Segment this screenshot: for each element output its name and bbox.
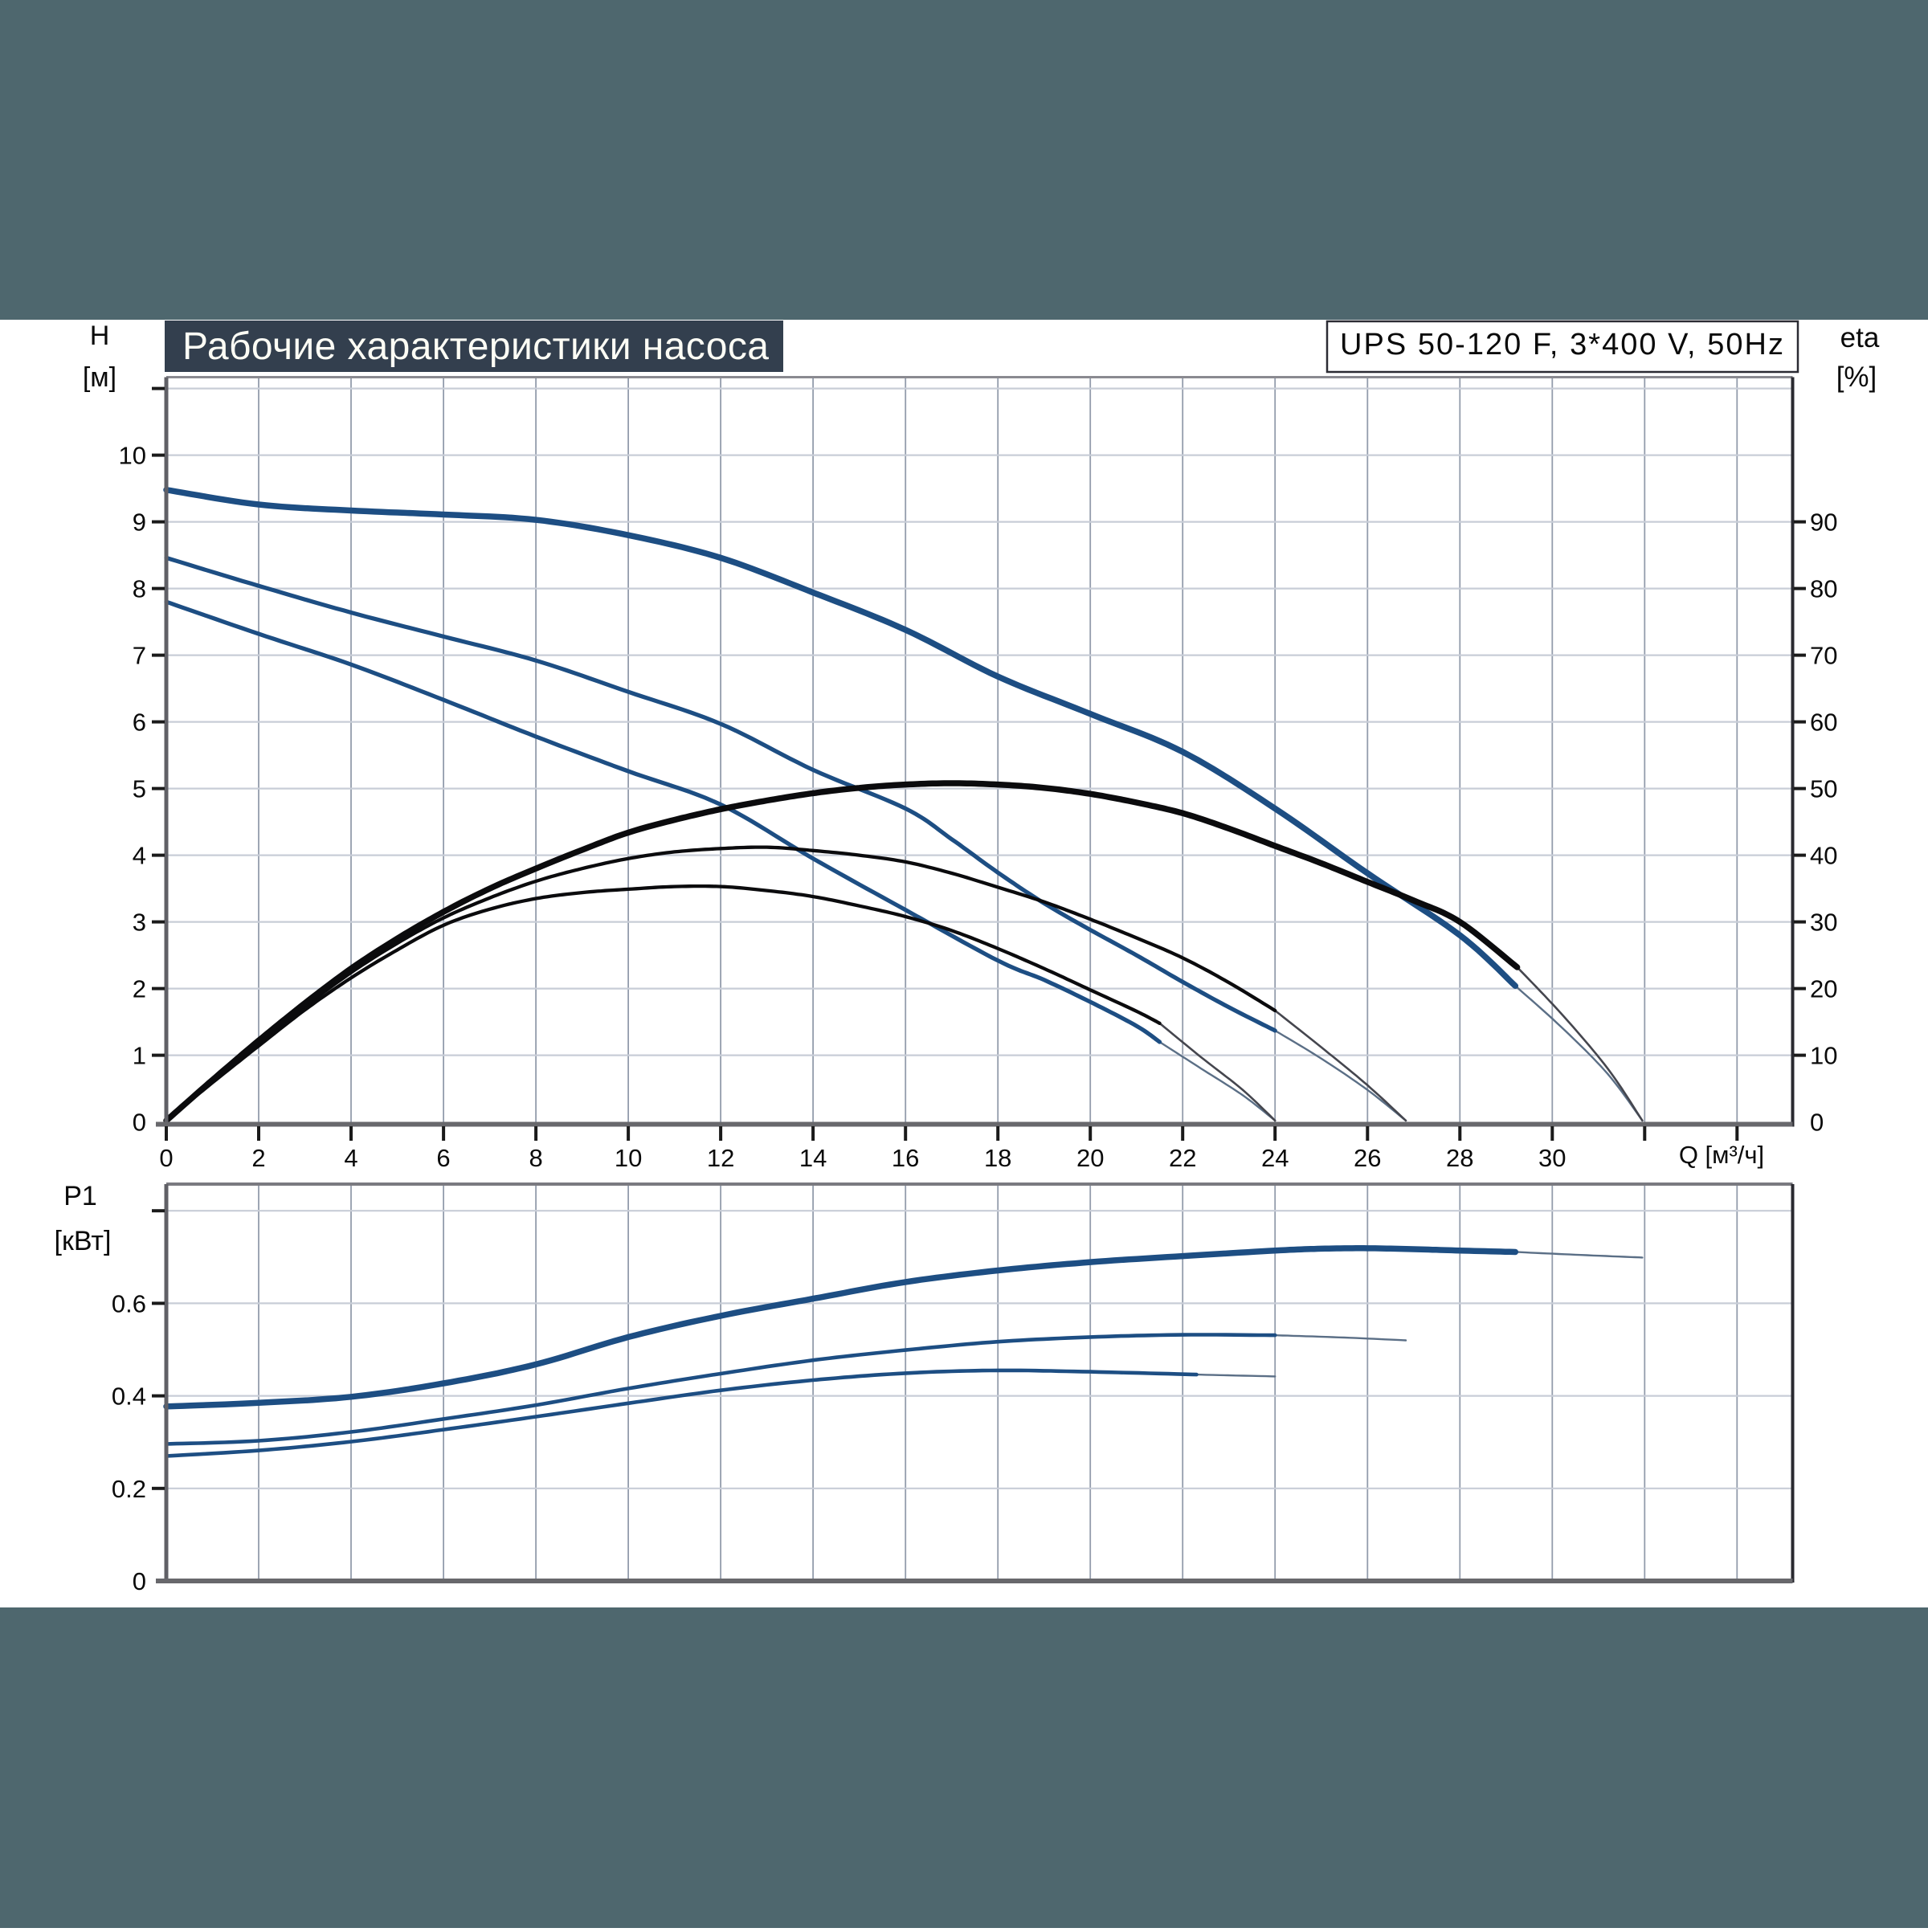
- svg-text:6: 6: [133, 709, 146, 737]
- svg-text:50: 50: [1810, 775, 1837, 803]
- svg-text:18: 18: [984, 1144, 1011, 1172]
- svg-text:40: 40: [1810, 842, 1837, 870]
- svg-text:0: 0: [133, 1567, 146, 1595]
- svg-text:20: 20: [1810, 975, 1837, 1003]
- svg-text:0: 0: [159, 1144, 173, 1172]
- svg-text:0: 0: [1810, 1109, 1824, 1137]
- svg-text:24: 24: [1261, 1144, 1289, 1172]
- svg-text:2: 2: [251, 1144, 265, 1172]
- svg-text:8: 8: [529, 1144, 542, 1172]
- svg-text:10: 10: [1810, 1042, 1837, 1070]
- svg-text:60: 60: [1810, 709, 1837, 737]
- svg-text:90: 90: [1810, 509, 1837, 537]
- svg-text:Рабочие характеристики насоса: Рабочие характеристики насоса: [182, 325, 769, 368]
- svg-text:3: 3: [133, 909, 146, 937]
- svg-text:16: 16: [892, 1144, 919, 1172]
- svg-text:Q [м³/ч]: Q [м³/ч]: [1679, 1141, 1764, 1169]
- svg-text:[м]: [м]: [83, 362, 116, 393]
- svg-text:28: 28: [1446, 1144, 1473, 1172]
- svg-text:P1: P1: [63, 1181, 97, 1211]
- svg-text:4: 4: [133, 842, 146, 870]
- svg-text:20: 20: [1076, 1144, 1104, 1172]
- svg-text:22: 22: [1169, 1144, 1196, 1172]
- svg-text:14: 14: [799, 1144, 827, 1172]
- svg-text:1: 1: [133, 1042, 146, 1070]
- svg-text:70: 70: [1810, 642, 1837, 670]
- svg-text:10: 10: [615, 1144, 642, 1172]
- svg-text:12: 12: [707, 1144, 734, 1172]
- svg-text:80: 80: [1810, 575, 1837, 603]
- svg-text:4: 4: [344, 1144, 357, 1172]
- svg-text:2: 2: [133, 975, 146, 1003]
- svg-text:8: 8: [133, 575, 146, 603]
- svg-text:[%]: [%]: [1836, 361, 1877, 393]
- svg-text:0.6: 0.6: [112, 1289, 146, 1317]
- svg-text:H: H: [90, 321, 110, 351]
- svg-text:6: 6: [436, 1144, 450, 1172]
- svg-text:eta: eta: [1840, 322, 1880, 353]
- svg-text:0.4: 0.4: [112, 1383, 146, 1411]
- svg-text:[кВт]: [кВт]: [55, 1226, 112, 1256]
- svg-text:5: 5: [133, 775, 146, 803]
- svg-text:0: 0: [133, 1109, 146, 1137]
- svg-text:26: 26: [1354, 1144, 1381, 1172]
- svg-text:UPS 50-120 F, 3*400 V, 50Hz: UPS 50-120 F, 3*400 V, 50Hz: [1340, 328, 1783, 361]
- svg-text:9: 9: [133, 509, 146, 537]
- svg-text:30: 30: [1810, 909, 1837, 937]
- svg-text:30: 30: [1538, 1144, 1566, 1172]
- svg-text:10: 10: [119, 442, 146, 470]
- svg-text:7: 7: [133, 642, 146, 670]
- svg-text:0.2: 0.2: [112, 1475, 146, 1503]
